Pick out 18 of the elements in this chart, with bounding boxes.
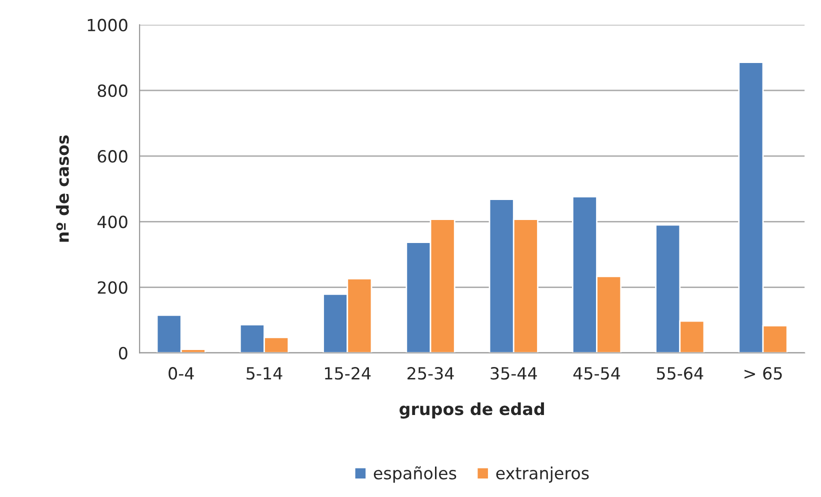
x-tick-label: 25-34 bbox=[408, 367, 454, 380]
y-tick-label: 400 bbox=[97, 216, 128, 228]
x-axis-title: grupos de edad bbox=[400, 402, 544, 419]
x-tick-label: 55-64 bbox=[656, 367, 704, 380]
y-tick-label: 1000 bbox=[88, 18, 128, 32]
x-tick-label: 45-54 bbox=[573, 367, 620, 380]
x-tick-label: 35-44 bbox=[490, 367, 537, 380]
y-tick-label: 600 bbox=[98, 150, 128, 163]
x-tick-label: > 65 bbox=[744, 367, 782, 380]
x-tick-label: 5-14 bbox=[246, 367, 282, 380]
x-tick-label: 15-24 bbox=[325, 367, 371, 380]
y-tick-label: 200 bbox=[98, 281, 128, 294]
y-axis-title: nº de casos bbox=[56, 135, 69, 242]
legend-label: extranjeros bbox=[496, 466, 589, 483]
y-tick-label: 800 bbox=[98, 84, 128, 98]
legend-label: españoles bbox=[374, 466, 456, 483]
x-tick-label: 0-4 bbox=[168, 367, 194, 380]
y-tick-label: 0 bbox=[118, 346, 128, 360]
